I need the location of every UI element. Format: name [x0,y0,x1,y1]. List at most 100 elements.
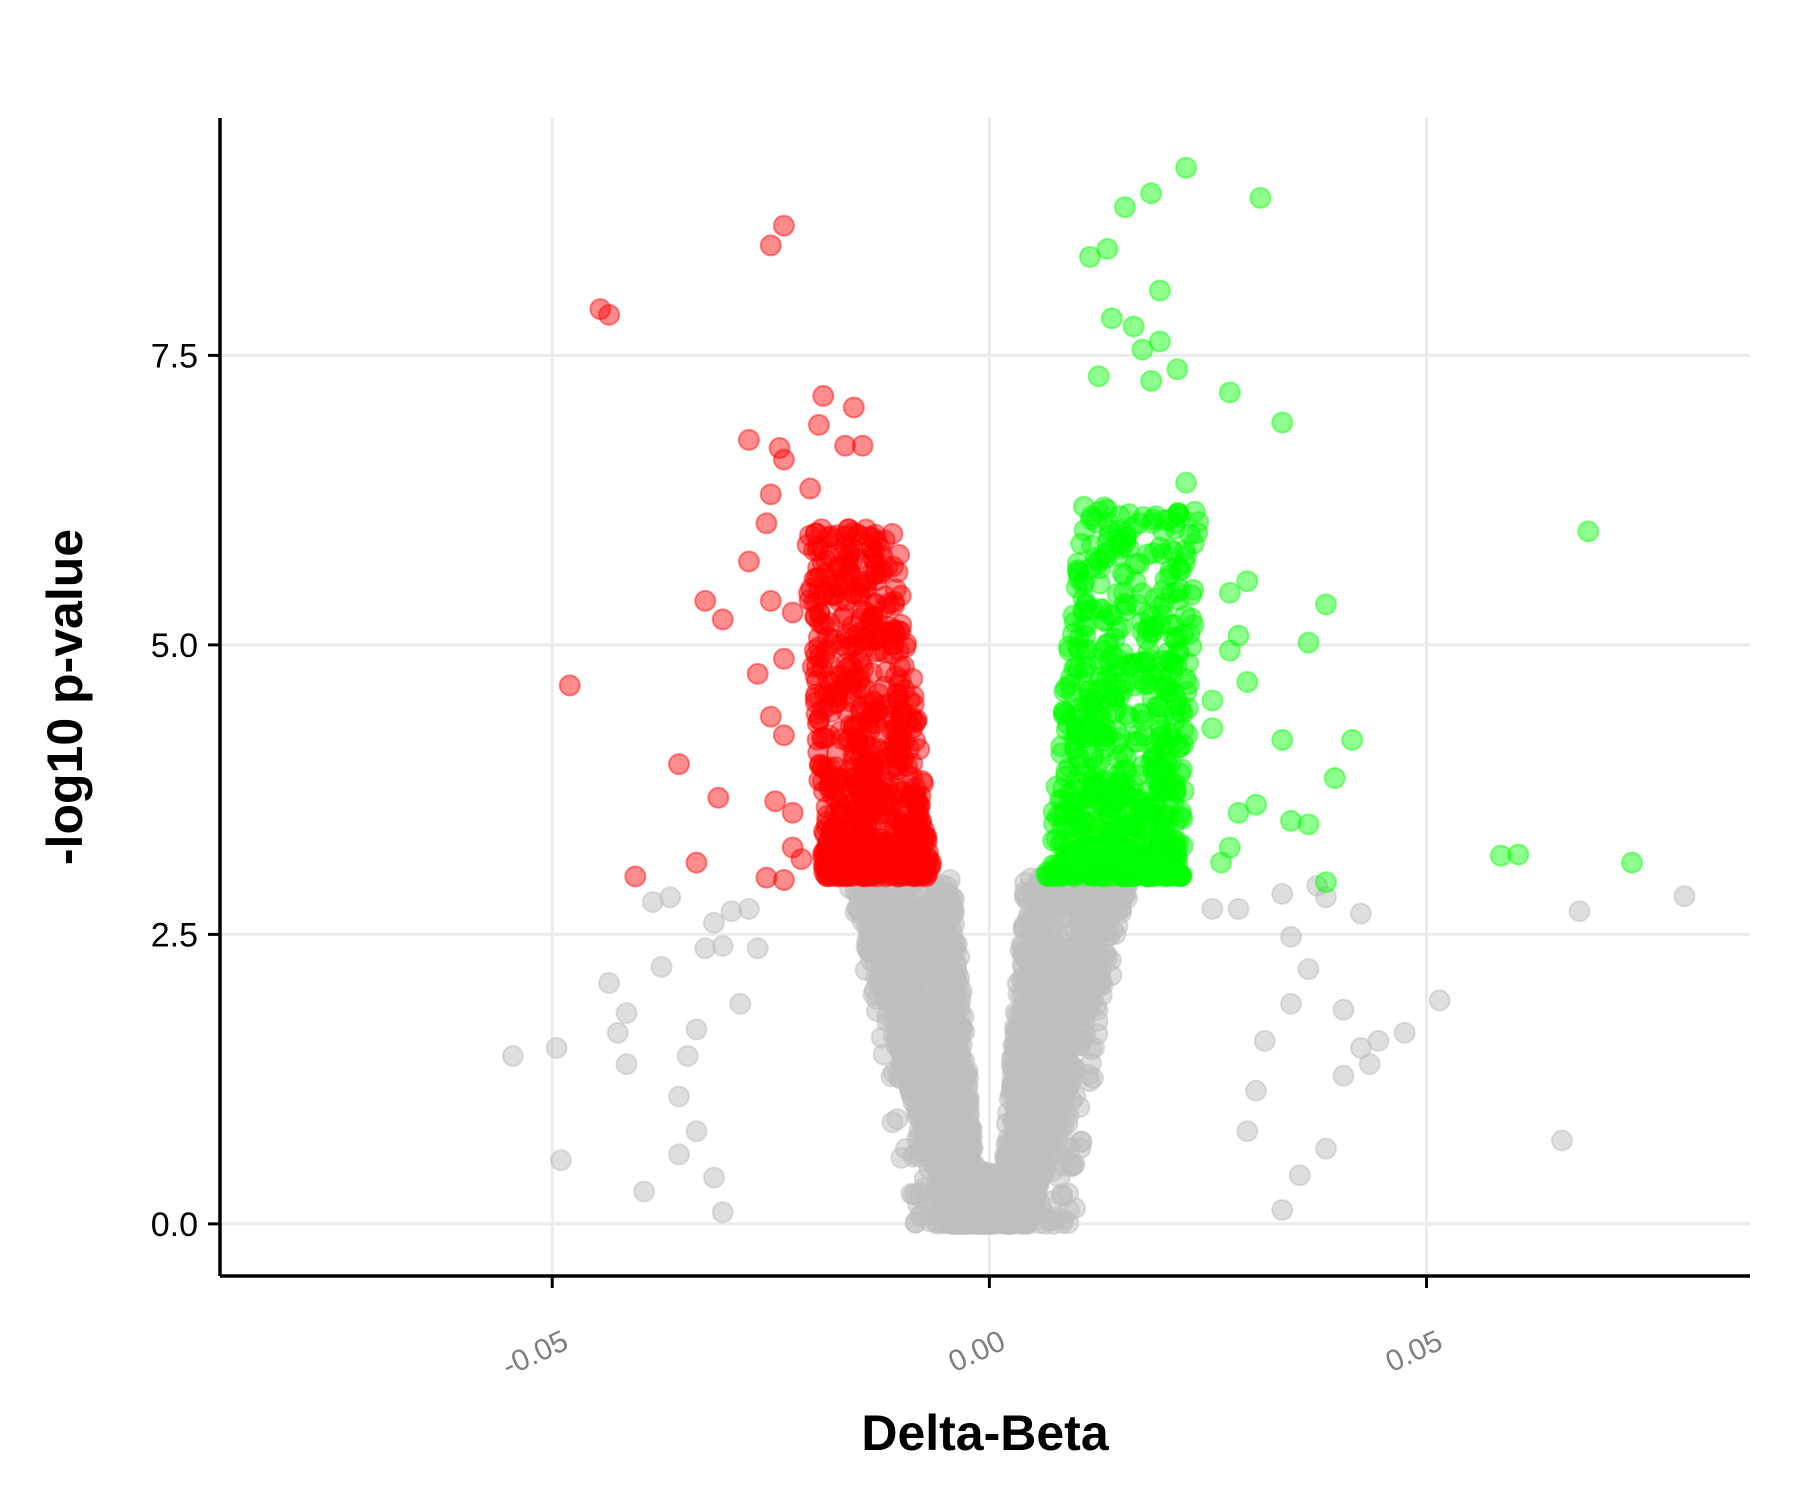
point-down [886,723,909,746]
point-up [1075,856,1098,879]
point-down [835,572,858,595]
point-down [871,559,894,582]
point-down [808,708,831,731]
point-ns [938,955,961,978]
point-down [824,756,847,779]
point-ns [501,1044,524,1067]
point-ns [929,880,952,903]
point-ns [877,907,900,930]
x-tick-label: 0.05 [1381,1324,1448,1379]
point-up [1082,689,1105,712]
point-down [907,859,930,882]
point-down [819,524,842,547]
point-up [1167,831,1190,854]
point-ns [1288,1164,1311,1187]
point-up [1201,717,1224,740]
point-up [1297,813,1320,836]
point-down [668,753,690,776]
point-down [865,865,888,888]
point-ns [1054,1083,1077,1106]
point-up [1152,846,1175,869]
point-ns [1367,1029,1390,1052]
point-up [1577,520,1600,543]
point-down [894,636,917,659]
point-up [1073,661,1096,684]
point-down [772,868,795,891]
point-up [1100,307,1123,330]
point-up [1218,639,1241,662]
point-up [1063,738,1086,761]
point-down [905,710,928,733]
point-down [806,539,829,562]
y-tick-label: 5.0 [151,627,198,665]
point-down [813,647,836,670]
point-down [906,810,929,833]
point-ns [1080,872,1103,895]
point-ns [1568,900,1591,923]
point-down [694,589,717,612]
point-ns [949,1003,972,1026]
point-ns [1080,1038,1103,1061]
point-down [835,856,858,879]
point-ns [907,934,930,957]
point-down [803,567,826,590]
point-up [1118,706,1141,729]
point-down [890,720,913,743]
point-up [1167,640,1190,663]
point-up [1152,771,1175,794]
point-up [1323,767,1346,790]
point-up [1144,733,1167,756]
point-down [843,767,866,790]
point-up [1297,631,1320,654]
point-down [873,529,896,552]
point-down [707,786,730,809]
point-down [842,396,865,419]
point-down [902,861,925,884]
point-down [842,582,865,605]
point-up [1107,519,1130,542]
point-up [1314,871,1337,894]
point-up [1054,677,1077,700]
point-ns [549,1149,572,1172]
point-down [819,672,842,695]
point-down [898,847,921,870]
point-down [881,522,904,545]
point-ns [950,1185,973,1208]
point-down [845,729,868,752]
point-down [833,536,856,559]
point-up [1083,811,1106,834]
point-down [624,865,647,888]
point-ns [1358,1053,1381,1076]
point-ns [918,1011,941,1034]
point-ns [1015,942,1038,965]
point-up [1314,593,1337,616]
point-ns [940,934,963,957]
point-ns [1025,1108,1048,1131]
point-down [772,448,795,471]
point-ns [615,1002,638,1025]
point-up [1236,570,1259,593]
point-ns [668,1085,690,1108]
point-up [1148,330,1171,353]
point-ns [1036,957,1059,980]
point-down [889,669,912,692]
point-down [919,855,942,878]
point-down [807,636,830,659]
point-ns [746,937,769,960]
x-tick-label: -0.05 [497,1324,573,1383]
point-down [816,865,839,888]
point-down [873,641,896,664]
point-up [1099,793,1122,816]
point-up [1271,411,1294,434]
point-down [886,754,909,777]
point-ns [1018,1036,1041,1059]
point-down [737,428,760,451]
point-up [1062,801,1085,824]
point-ns [1253,1029,1276,1052]
point-down [904,821,927,844]
point-down [801,655,824,678]
point-ns [711,934,734,957]
point-up [1113,196,1136,219]
point-down [810,726,833,749]
point-down [855,577,878,600]
